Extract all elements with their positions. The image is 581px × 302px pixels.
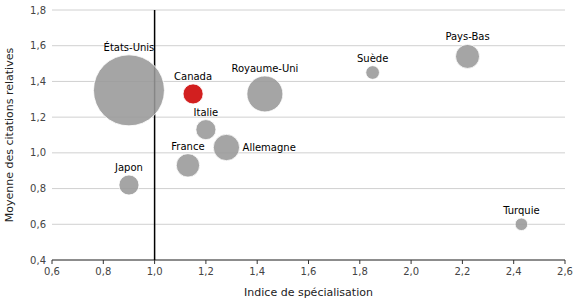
bubble [213,134,239,160]
point-label: Royaume-Uni [231,63,298,74]
x-tick [52,260,53,264]
x-tick [565,260,566,264]
x-tick-label: 2,0 [403,266,419,277]
x-tick-label: 1,6 [301,266,317,277]
y-tick-label: 0,8 [30,183,46,194]
x-tick-label: 1,8 [352,266,368,277]
bubble [183,84,203,104]
point-label: Suède [357,53,388,64]
x-tick [103,260,104,264]
point-label: Japon [114,162,143,173]
y-tick-label: 1,0 [30,147,46,158]
x-tick [462,260,463,264]
point-label: Italie [194,107,219,118]
x-tick-label: 1,2 [198,266,214,277]
labels: États-Unis Canada Royaume-Uni Pays-Bas Suède… [104,31,540,216]
point-label: Allemagne [243,142,296,153]
x-tick [513,260,514,264]
y-tick-label: 1,6 [30,40,46,51]
x-tick [205,260,206,264]
x-tick-label: 2,4 [506,266,522,277]
y-axis-title: Moyenne des citations relatives [3,48,16,223]
y-tick-label: 1,8 [30,5,46,16]
bubble [176,154,199,177]
bubble [196,120,216,140]
x-tick-label: 0,6 [44,266,60,277]
y-tick-label: 0,6 [30,219,46,230]
x-tick [154,260,155,264]
point-label: Canada [174,71,212,82]
x-tick [359,260,360,264]
x-tick [308,260,309,264]
x-tick [257,260,258,264]
chart: 0,40,60,81,01,21,41,61,80,60,81,01,21,41… [0,0,581,302]
bubble [456,44,480,68]
bubble [119,175,139,195]
grid-line [52,224,565,225]
point-label: France [171,141,204,152]
grid-line [52,10,565,11]
x-tick [411,260,412,264]
x-tick-label: 2,2 [454,266,470,277]
x-tick-label: 2,6 [557,266,573,277]
point-label: Turquie [502,205,539,216]
grid-line [52,152,565,153]
bubble [93,55,164,126]
y-tick-label: 1,4 [30,76,46,87]
bubble [515,218,528,231]
point-label: Pays-Bas [445,31,489,42]
plot-area [93,10,527,260]
x-axis-title: Indice de spécialisation [244,286,373,299]
bubble [366,66,380,80]
x-tick-label: 1,4 [249,266,265,277]
x-tick-label: 0,8 [95,266,111,277]
point-label: États-Unis [104,41,155,53]
bubble [247,76,283,112]
x-tick-label: 1,0 [147,266,163,277]
y-tick-label: 0,4 [30,255,46,266]
y-tick-label: 1,2 [30,112,46,123]
